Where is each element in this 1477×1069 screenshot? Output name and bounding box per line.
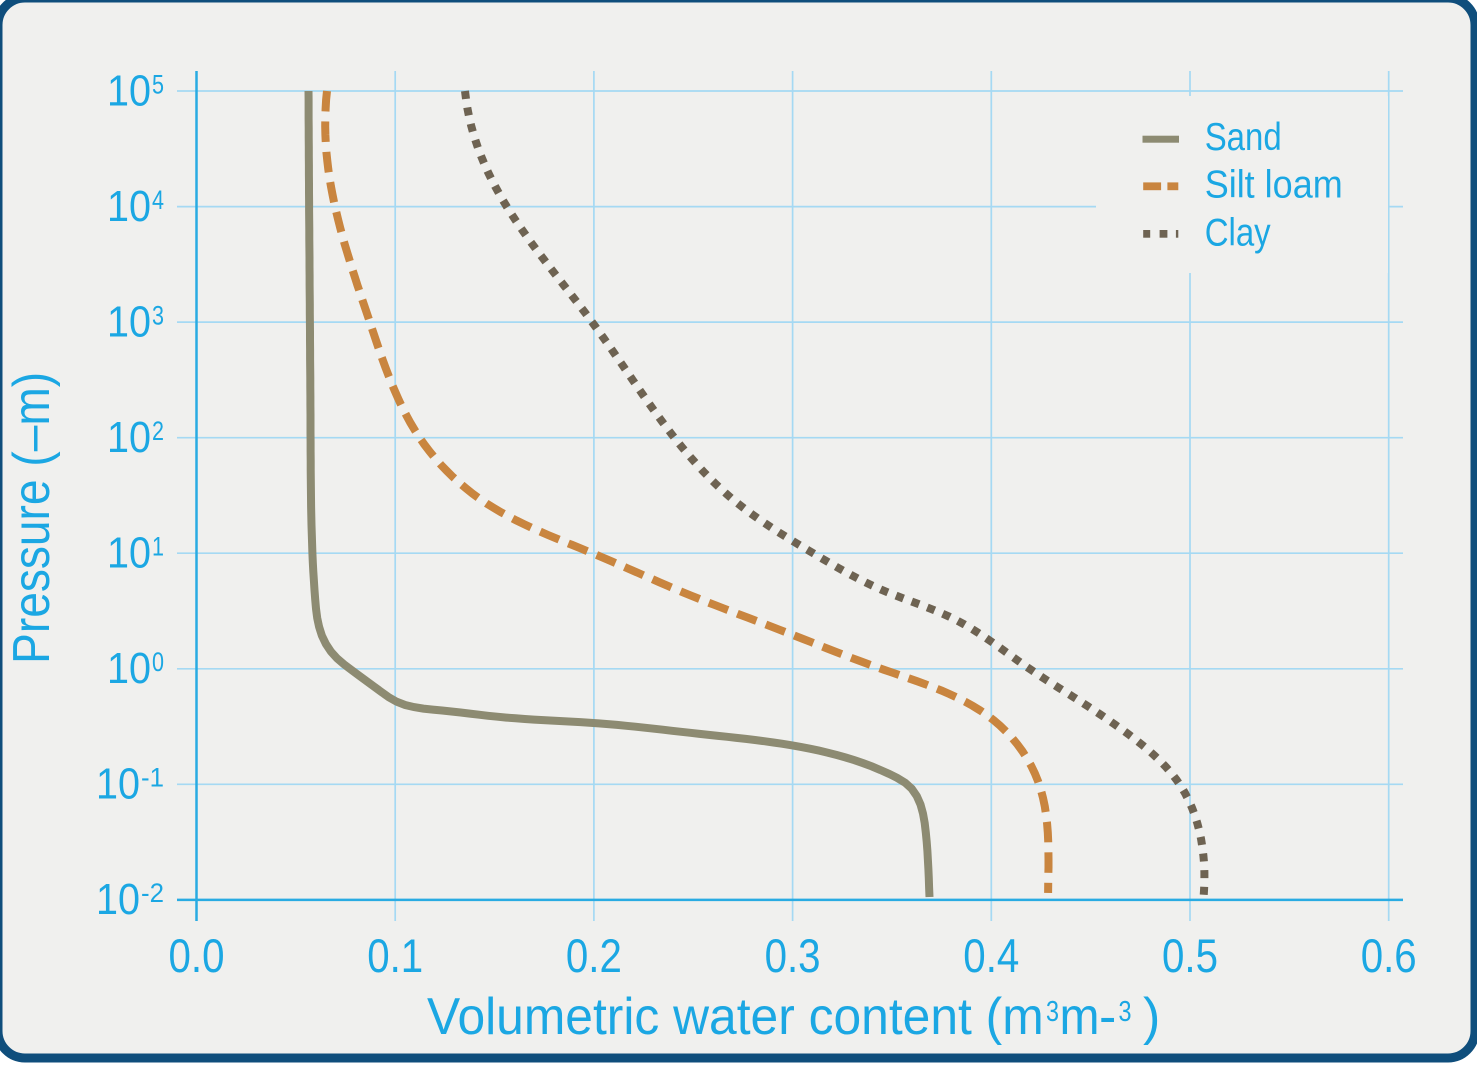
- svg-text:10: 10: [107, 66, 151, 115]
- svg-text:5: 5: [152, 69, 164, 99]
- svg-text:Volumetric water content (m: Volumetric water content (m: [427, 988, 1044, 1046]
- svg-text:0.5: 0.5: [1162, 929, 1218, 982]
- svg-text:-1: -1: [141, 763, 164, 793]
- svg-text:2: 2: [152, 416, 164, 446]
- svg-text:10: 10: [96, 875, 140, 924]
- svg-text:0: 0: [152, 647, 164, 677]
- svg-text:4: 4: [152, 185, 164, 215]
- svg-text:0.4: 0.4: [963, 929, 1019, 982]
- svg-text:0.0: 0.0: [169, 929, 225, 982]
- svg-text:10: 10: [96, 760, 140, 809]
- svg-text:Sand: Sand: [1205, 116, 1282, 159]
- svg-text:10: 10: [107, 297, 151, 346]
- svg-text:): ): [1143, 988, 1160, 1046]
- svg-text:10: 10: [107, 644, 151, 693]
- svg-text:0.3: 0.3: [765, 929, 821, 982]
- svg-text:0.1: 0.1: [367, 929, 423, 982]
- svg-text:3: 3: [1119, 996, 1132, 1028]
- svg-text:-: -: [1099, 988, 1116, 1046]
- svg-text:3: 3: [1046, 996, 1059, 1028]
- svg-text:Silt loam: Silt loam: [1205, 164, 1343, 207]
- svg-text:0.2: 0.2: [566, 929, 622, 982]
- svg-text:10: 10: [107, 182, 151, 231]
- svg-text:0.6: 0.6: [1361, 929, 1417, 982]
- svg-text:1: 1: [152, 532, 164, 562]
- svg-text:Pressure (–m): Pressure (–m): [3, 372, 61, 664]
- svg-text:10: 10: [107, 413, 151, 462]
- svg-text:3: 3: [152, 300, 164, 330]
- svg-text:10: 10: [107, 529, 151, 578]
- svg-text:Clay: Clay: [1205, 211, 1271, 254]
- svg-text:-2: -2: [141, 878, 164, 908]
- svg-text:m: m: [1060, 988, 1100, 1046]
